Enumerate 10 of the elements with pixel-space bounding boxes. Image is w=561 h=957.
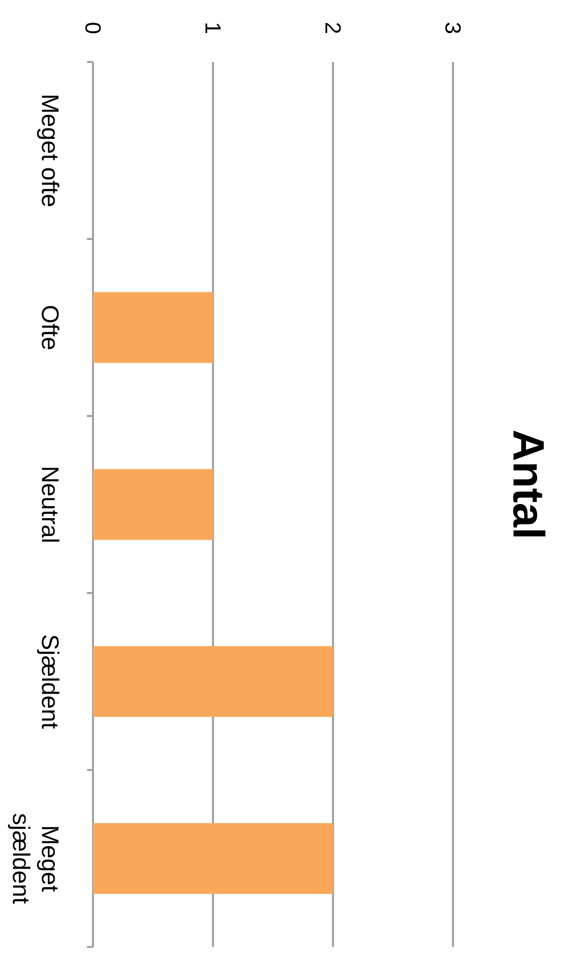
x-tick-label: 2 <box>320 22 346 34</box>
y-tick-label: Meget sjældent <box>8 813 64 904</box>
x-tick-label: 3 <box>440 22 466 34</box>
text: Antal <box>504 430 552 540</box>
x-tick-label: 1 <box>200 22 226 34</box>
y-tick-label: Sjældent <box>36 634 64 730</box>
y-tick-label: Ofte <box>36 304 64 350</box>
x-tick-label: 0 <box>80 22 106 34</box>
y-tick-label: Meget ofte <box>36 94 64 208</box>
y-tick-label: Neutral <box>36 466 64 544</box>
